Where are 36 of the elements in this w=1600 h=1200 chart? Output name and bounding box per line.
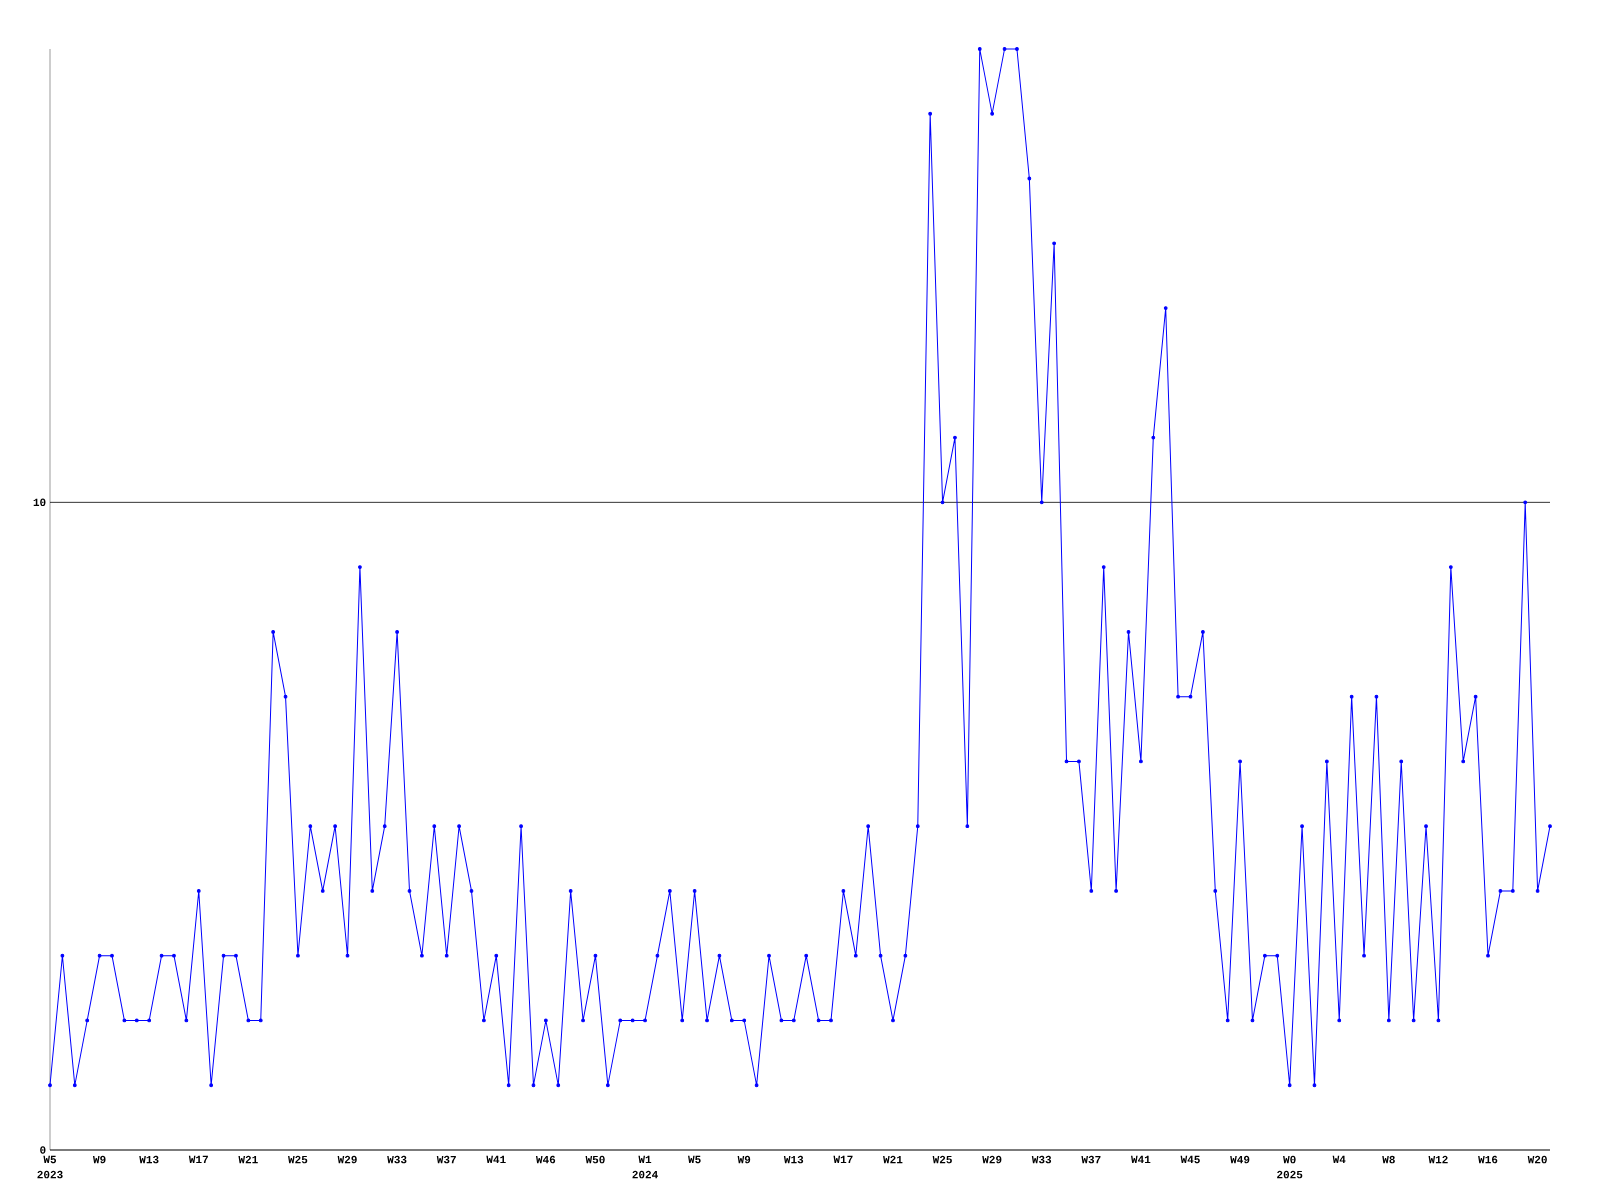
x-tick-label: W33 [387, 1155, 407, 1164]
x-tick-label: W33 [1031, 1155, 1052, 1164]
x-tick-label: W21 [883, 1155, 903, 1164]
text: 2023 [37, 1170, 63, 1179]
x-tick-label: W17 [188, 1155, 208, 1164]
x-tick-label: W12 [1428, 1155, 1448, 1164]
x-tick-label: W5 [688, 1155, 701, 1164]
x-tick-label: W25 [288, 1155, 308, 1164]
x-tick-label: W46 [535, 1155, 556, 1164]
x-tick-label: W17 [833, 1155, 853, 1164]
x-tick-label: W25 [932, 1155, 952, 1164]
x-tick-label: W20 [1527, 1155, 1547, 1164]
x-tick-label: W13 [139, 1155, 159, 1164]
x-tick-label: W8 [1382, 1155, 1395, 1164]
x-tick-label: W37 [1081, 1155, 1101, 1164]
text: 2024 [632, 1170, 658, 1179]
x-tick-label: W45 [1180, 1155, 1200, 1164]
text: 2025 [1277, 1170, 1303, 1179]
x-tick-label: W41 [1131, 1155, 1151, 1164]
x-tick-label: W1 [638, 1155, 652, 1164]
x-tick-label: W37 [436, 1155, 456, 1164]
x-tick-label: W5 [43, 1155, 57, 1164]
x-tick-label: W4 [1332, 1155, 1346, 1164]
x-tick-label: W50 [585, 1155, 605, 1164]
x-tick-label: W9 [92, 1155, 106, 1164]
y-tick-label: 0 [40, 1146, 46, 1154]
x-tick-label: W21 [238, 1155, 258, 1164]
x-tick-label: W49 [1230, 1155, 1250, 1164]
x-tick-label: W29 [982, 1155, 1002, 1164]
x-tick-label: W13 [783, 1155, 804, 1164]
x-tick-label: W29 [337, 1155, 357, 1164]
x-tick-label: W0 [1283, 1155, 1296, 1164]
y-tick-label: 10 [33, 498, 46, 507]
x-tick-label: W41 [486, 1155, 506, 1164]
x-tick-label: W16 [1478, 1155, 1498, 1164]
x-tick-label: W9 [737, 1155, 751, 1164]
